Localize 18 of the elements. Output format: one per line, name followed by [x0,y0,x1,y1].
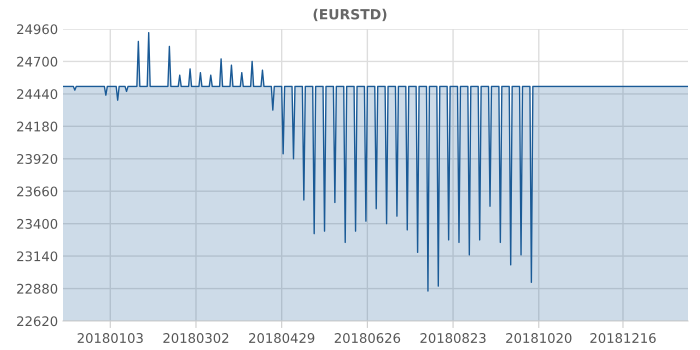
y-tick-label: 23660 [17,186,58,196]
x-tick-label: 20181020 [506,333,572,344]
x-tick-label: 20180103 [78,333,143,344]
x-tick-label: 20180823 [420,333,486,344]
y-tick-label: 24440 [17,89,58,100]
x-tick-label: 20180302 [163,333,228,344]
y-tick-label: 22880 [17,284,58,294]
x-tick-label: 20180429 [249,333,314,344]
y-tick-label: 24960 [17,24,58,34]
chart-title: (EURSTD) [314,8,386,22]
x-tick-label: 20180626 [334,333,400,344]
y-tick-label: 22620 [17,316,58,326]
x-tick-label: 20181216 [590,333,656,344]
y-tick-label: 23400 [17,218,58,229]
y-tick-label: 23920 [17,154,58,164]
y-tick-label: 24180 [17,122,58,132]
y-tick-label: 24700 [17,56,58,67]
y-tick-label: 23140 [17,251,58,262]
